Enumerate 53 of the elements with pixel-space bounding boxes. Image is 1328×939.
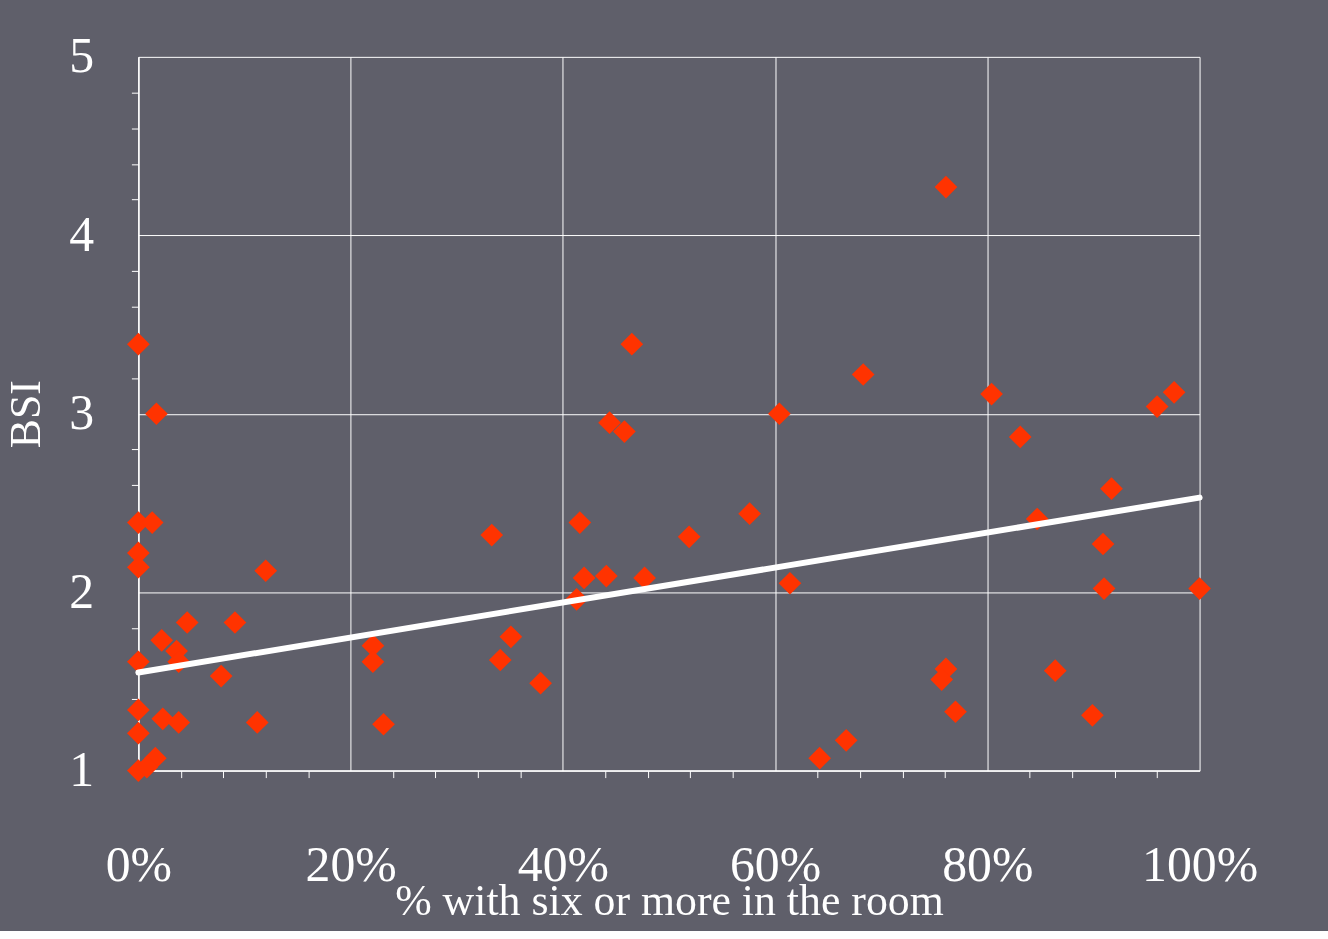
point (488, 648, 512, 672)
point (613, 420, 636, 443)
point (598, 411, 621, 435)
point (778, 571, 802, 595)
point (245, 711, 269, 734)
point (572, 566, 596, 590)
point (145, 402, 168, 426)
point (808, 746, 832, 770)
x-tick-label: 20% (305, 836, 397, 892)
point (127, 721, 150, 745)
point (1091, 532, 1115, 556)
point (150, 629, 174, 652)
point (254, 559, 278, 583)
point (1043, 659, 1067, 683)
y-tick-label: 4 (69, 206, 95, 262)
point (834, 728, 858, 752)
point (595, 564, 618, 588)
point (851, 363, 875, 386)
y-tick-label: 2 (69, 563, 95, 619)
y-tick-label: 1 (69, 742, 95, 798)
point (223, 611, 247, 634)
point (620, 332, 644, 356)
point (499, 625, 523, 649)
point (127, 698, 150, 722)
point (529, 671, 552, 695)
y-axis-title: BSI (1, 380, 50, 449)
point (175, 611, 199, 634)
point (980, 382, 1003, 406)
x-tick-label: 80% (942, 836, 1034, 892)
point (738, 502, 761, 526)
point (568, 511, 592, 534)
y-tick-label: 3 (69, 385, 95, 441)
point (934, 175, 958, 199)
point (372, 712, 395, 736)
point (151, 707, 175, 731)
point (1092, 577, 1116, 600)
point (1162, 380, 1186, 404)
point (167, 711, 191, 734)
point (767, 402, 791, 426)
point (127, 332, 150, 356)
point (1145, 395, 1169, 418)
point (1188, 577, 1211, 600)
y-tick-label: 5 (69, 28, 95, 84)
point (1008, 425, 1032, 449)
point (944, 700, 967, 724)
point (361, 650, 385, 674)
x-tick-label: 100% (1142, 836, 1259, 892)
x-tick-label: 0% (105, 836, 173, 892)
point (209, 664, 233, 688)
point (677, 525, 701, 549)
point (1100, 477, 1123, 501)
point (1081, 703, 1104, 727)
point (480, 523, 504, 547)
